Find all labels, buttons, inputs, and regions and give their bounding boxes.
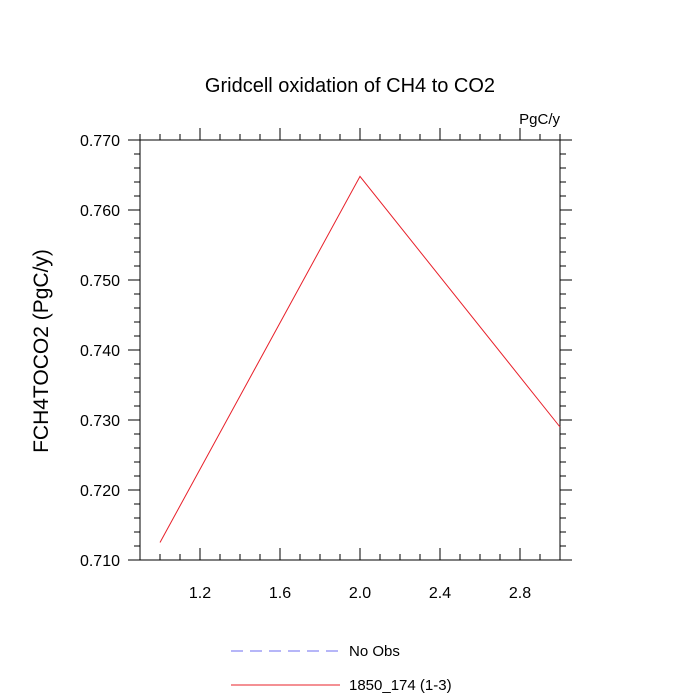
x-tick-label: 2.0	[349, 585, 371, 602]
legend-label-1: No Obs	[349, 643, 400, 660]
y-tick-label: 0.760	[80, 203, 120, 220]
y-tick-label: 0.730	[80, 413, 120, 430]
units-label: PgC/y	[519, 111, 560, 128]
x-tick-label: 1.6	[269, 585, 291, 602]
legend: No Obs 1850_174 (1-3)	[231, 643, 452, 694]
x-tick-label: 2.4	[429, 585, 451, 602]
axis-ticks	[128, 128, 572, 561]
y-tick-label: 0.750	[80, 273, 120, 290]
y-tick-label: 0.740	[80, 343, 120, 360]
y-tick-label: 0.770	[80, 133, 120, 150]
series-line-2	[159, 175, 561, 543]
y-axis-label: FCH4TOCO2 (PgC/y)	[30, 249, 53, 453]
y-tick-label: 0.720	[80, 483, 120, 500]
plot-frame	[139, 139, 561, 561]
legend-label-2: 1850_174 (1-3)	[349, 677, 452, 694]
data-series	[159, 175, 561, 543]
y-tick-label: 0.710	[80, 553, 120, 570]
x-tick-label: 1.2	[189, 585, 211, 602]
x-tick-label: 2.8	[509, 585, 531, 602]
chart-title: Gridcell oxidation of CH4 to CO2	[205, 75, 495, 97]
axis-tick-labels: 1.2 1.6 2.0 2.4 2.8 0.710 0.720 0.730 0.740 0.750…	[80, 133, 531, 602]
